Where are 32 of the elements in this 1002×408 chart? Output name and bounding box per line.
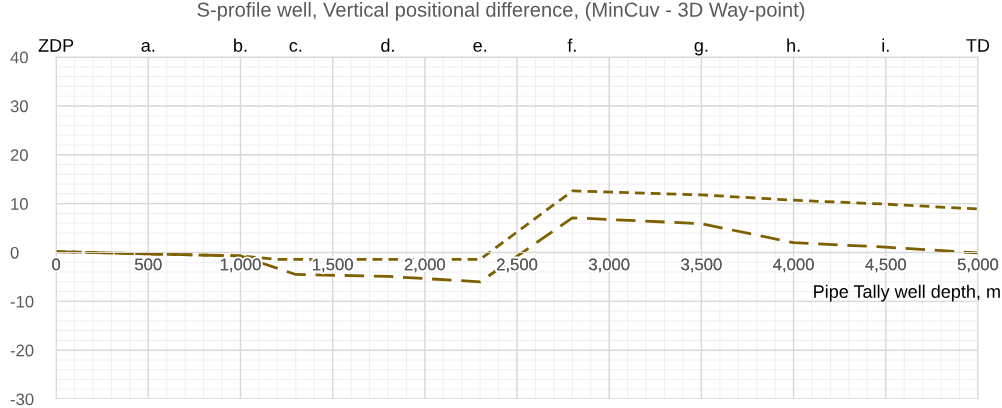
text: b. [234, 38, 247, 52]
text: TD [966, 39, 990, 52]
x-tick-label: 3,500 [681, 258, 722, 273]
x-tick-label: 4,500 [865, 258, 906, 273]
y-tick-label: 40 [10, 51, 28, 64]
text: d. [381, 38, 394, 52]
chart-title: S-profile well, Vertical positional difference, (MinCuv - 3D Way-point) [197, 2, 805, 21]
text: e. [473, 41, 487, 52]
x-tick-label: 5,000 [957, 258, 999, 273]
x-axis-title: Pipe Tally well depth, m [814, 284, 1000, 302]
text: a. [141, 41, 155, 52]
y-tick-label: 20 [10, 149, 28, 162]
x-tick-label: 3,000 [589, 258, 630, 273]
x-tick-label: 2,500 [497, 258, 538, 273]
x-tick-label: 2,000 [404, 258, 446, 273]
y-tick-label: 10 [11, 198, 28, 210]
text: g. [694, 41, 708, 56]
y-tick-label: -30 [10, 393, 34, 406]
y-tick-label: -10 [10, 295, 34, 308]
x-tick-label: 1,000 [220, 258, 261, 273]
x-tick-label: 0 [52, 258, 61, 271]
text: h. [787, 38, 800, 52]
x-tick-label: 4,000 [773, 258, 814, 273]
x-tick-label: 500 [135, 258, 162, 271]
x-tick-label: 1,500 [313, 258, 353, 273]
y-tick-label: -20 [10, 344, 34, 357]
text: c. [289, 41, 302, 52]
text: ZDP [38, 39, 74, 52]
text: f. [567, 38, 576, 52]
y-tick-label: 0 [10, 246, 19, 259]
text: i. [882, 38, 889, 52]
y-tick-label: 30 [10, 100, 28, 113]
